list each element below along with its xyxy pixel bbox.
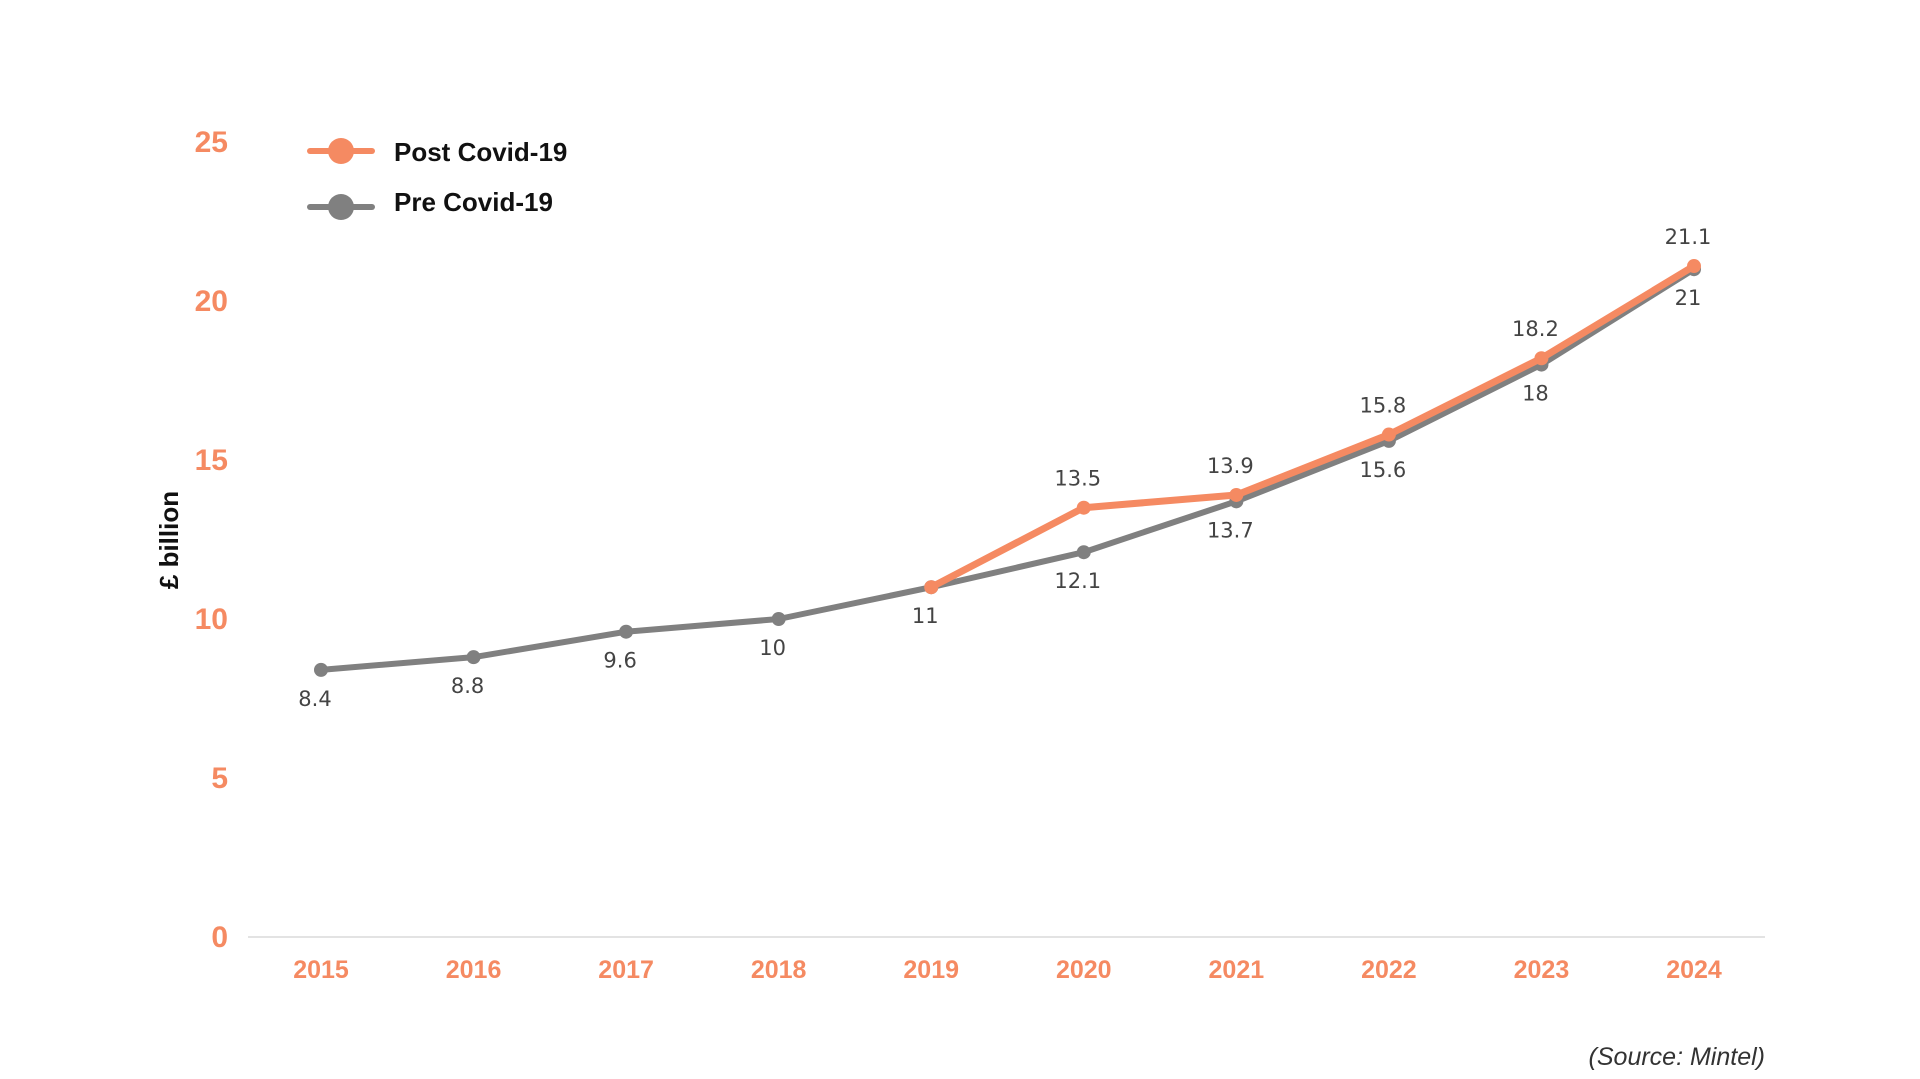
data-label-post-covid: 13.9 bbox=[1207, 454, 1254, 478]
x-axis-ticks: 2015 2016 2017 2018 2019 2020 2021 2022 2023 2024 bbox=[293, 956, 1722, 984]
legend-label-post-covid: Post Covid-19 bbox=[394, 137, 567, 167]
series-layer bbox=[314, 259, 1701, 677]
x-tick-label: 2020 bbox=[1056, 956, 1112, 984]
data-label-pre-covid: 15.6 bbox=[1360, 458, 1407, 482]
legend-entry-pre-covid: Pre Covid-19 bbox=[307, 187, 553, 220]
data-label-pre-covid: 13.7 bbox=[1207, 518, 1254, 542]
x-tick-label: 2015 bbox=[293, 956, 349, 984]
data-label-pre-covid: 12.1 bbox=[1054, 569, 1101, 593]
data-label-pre-covid: 10 bbox=[759, 636, 786, 660]
series-line-pre-covid bbox=[318, 266, 1697, 673]
data-label-post-covid: 15.8 bbox=[1360, 394, 1407, 418]
x-tick-label: 2016 bbox=[446, 956, 502, 984]
y-tick-label: 15 bbox=[195, 444, 228, 477]
y-tick-label: 0 bbox=[211, 921, 228, 954]
y-tick-label: 10 bbox=[195, 603, 228, 636]
y-axis-ticks: 0 5 10 15 20 25 bbox=[195, 126, 228, 954]
legend: Post Covid-19 Pre Covid-19 bbox=[307, 137, 567, 220]
x-tick-label: 2017 bbox=[598, 956, 654, 984]
x-tick-label: 2023 bbox=[1514, 956, 1570, 984]
legend-entry-post-covid: Post Covid-19 bbox=[307, 137, 567, 167]
data-label-post-covid: 18.2 bbox=[1512, 317, 1559, 341]
data-point-post-covid bbox=[1076, 500, 1091, 515]
data-label-post-covid: 21.1 bbox=[1665, 225, 1712, 249]
data-label-pre-covid: 8.4 bbox=[298, 687, 331, 711]
data-label-pre-covid: 21 bbox=[1675, 286, 1702, 310]
x-tick-label: 2019 bbox=[903, 956, 959, 984]
data-point-post-covid bbox=[924, 580, 939, 595]
data-label-pre-covid: 11 bbox=[912, 604, 939, 628]
source-note: (Source: Mintel) bbox=[1589, 1043, 1765, 1071]
y-tick-label: 5 bbox=[211, 762, 228, 795]
data-point-pre-covid bbox=[619, 624, 634, 639]
series-line-post-covid bbox=[927, 262, 1698, 591]
x-tick-label: 2018 bbox=[751, 956, 807, 984]
y-axis-label: £ billion bbox=[154, 491, 184, 589]
data-point-pre-covid bbox=[466, 650, 481, 665]
legend-marker-pre-covid bbox=[328, 194, 354, 220]
legend-marker-post-covid bbox=[328, 138, 354, 164]
data-label-pre-covid: 18 bbox=[1522, 382, 1549, 406]
data-point-post-covid bbox=[1687, 259, 1701, 274]
x-tick-label: 2024 bbox=[1666, 956, 1722, 984]
data-point-post-covid bbox=[1381, 427, 1396, 442]
x-tick-label: 2021 bbox=[1209, 956, 1265, 984]
data-point-pre-covid bbox=[1076, 545, 1091, 560]
data-point-post-covid bbox=[1229, 487, 1244, 502]
data-point-post-covid bbox=[1534, 351, 1549, 366]
legend-label-pre-covid: Pre Covid-19 bbox=[394, 187, 553, 217]
y-tick-label: 20 bbox=[195, 285, 228, 318]
data-point-pre-covid bbox=[771, 612, 786, 626]
data-label-pre-covid: 9.6 bbox=[603, 649, 636, 673]
data-label-post-covid: 13.5 bbox=[1054, 467, 1101, 491]
data-point-pre-covid bbox=[314, 662, 328, 677]
data-labels: 13.5 13.9 15.8 18.2 21.1 8.4 8.8 9.6 10 11 12.1 13.… bbox=[298, 225, 1711, 711]
data-label-pre-covid: 8.8 bbox=[451, 674, 484, 698]
y-tick-label: 25 bbox=[195, 126, 228, 159]
x-tick-label: 2022 bbox=[1361, 956, 1417, 984]
